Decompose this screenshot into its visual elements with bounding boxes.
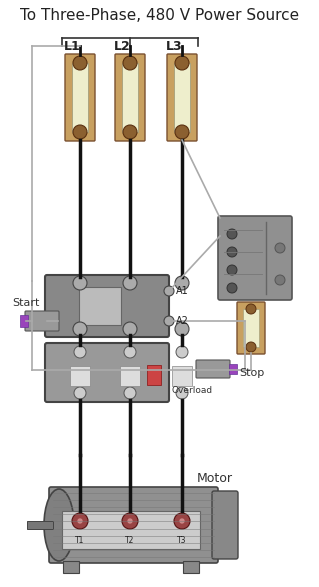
Circle shape [127, 518, 133, 524]
Bar [27, 521, 53, 529]
Text: L2: L2 [114, 40, 131, 53]
Circle shape [124, 346, 136, 358]
FancyBboxPatch shape [25, 311, 59, 331]
Circle shape [175, 276, 189, 290]
Circle shape [227, 229, 237, 239]
Circle shape [74, 387, 86, 399]
Text: A2: A2 [176, 316, 189, 326]
Bar [20, 315, 28, 327]
Bar [183, 561, 199, 573]
Circle shape [73, 56, 87, 70]
Bar [147, 365, 161, 385]
Text: Stop: Stop [239, 368, 264, 378]
FancyBboxPatch shape [218, 216, 292, 300]
Bar [122, 63, 138, 132]
Circle shape [73, 322, 87, 336]
Circle shape [227, 265, 237, 275]
Bar [70, 366, 90, 386]
Circle shape [176, 387, 188, 399]
Text: L3: L3 [166, 40, 182, 53]
FancyBboxPatch shape [115, 54, 145, 141]
Text: Motor: Motor [197, 472, 233, 485]
Circle shape [275, 275, 285, 285]
Circle shape [164, 286, 174, 296]
Text: Overload: Overload [171, 386, 212, 395]
Circle shape [227, 247, 237, 257]
Circle shape [164, 316, 174, 326]
Bar [79, 287, 121, 325]
FancyBboxPatch shape [65, 54, 95, 141]
Text: Start: Start [12, 298, 39, 308]
Bar [72, 63, 88, 132]
Text: T3: T3 [177, 536, 187, 545]
Ellipse shape [44, 489, 74, 561]
Circle shape [123, 125, 137, 139]
Circle shape [174, 513, 190, 529]
FancyBboxPatch shape [49, 487, 218, 563]
Circle shape [122, 513, 138, 529]
Text: A1: A1 [176, 286, 189, 296]
Circle shape [246, 304, 256, 314]
Circle shape [227, 283, 237, 293]
Circle shape [73, 276, 87, 290]
Circle shape [179, 518, 185, 524]
Bar [229, 364, 237, 374]
Text: T2: T2 [125, 536, 135, 545]
Circle shape [77, 518, 83, 524]
FancyBboxPatch shape [45, 275, 169, 337]
Circle shape [123, 322, 137, 336]
FancyBboxPatch shape [196, 360, 230, 378]
Circle shape [175, 125, 189, 139]
Text: T1: T1 [75, 536, 85, 545]
Circle shape [72, 513, 88, 529]
Bar [62, 511, 200, 549]
Text: To Three-Phase, 480 V Power Source: To Three-Phase, 480 V Power Source [20, 8, 299, 23]
FancyBboxPatch shape [237, 302, 265, 354]
Bar [172, 366, 192, 386]
FancyBboxPatch shape [212, 491, 238, 559]
Bar [243, 309, 259, 347]
Circle shape [123, 56, 137, 70]
Bar [174, 63, 190, 132]
Circle shape [175, 56, 189, 70]
Circle shape [246, 342, 256, 352]
Circle shape [73, 125, 87, 139]
Circle shape [176, 346, 188, 358]
FancyBboxPatch shape [45, 343, 169, 402]
Circle shape [175, 322, 189, 336]
Circle shape [123, 276, 137, 290]
Bar [120, 366, 140, 386]
FancyBboxPatch shape [167, 54, 197, 141]
Bar [63, 561, 79, 573]
Circle shape [74, 346, 86, 358]
Text: L1: L1 [64, 40, 81, 53]
Circle shape [124, 387, 136, 399]
Circle shape [275, 243, 285, 253]
